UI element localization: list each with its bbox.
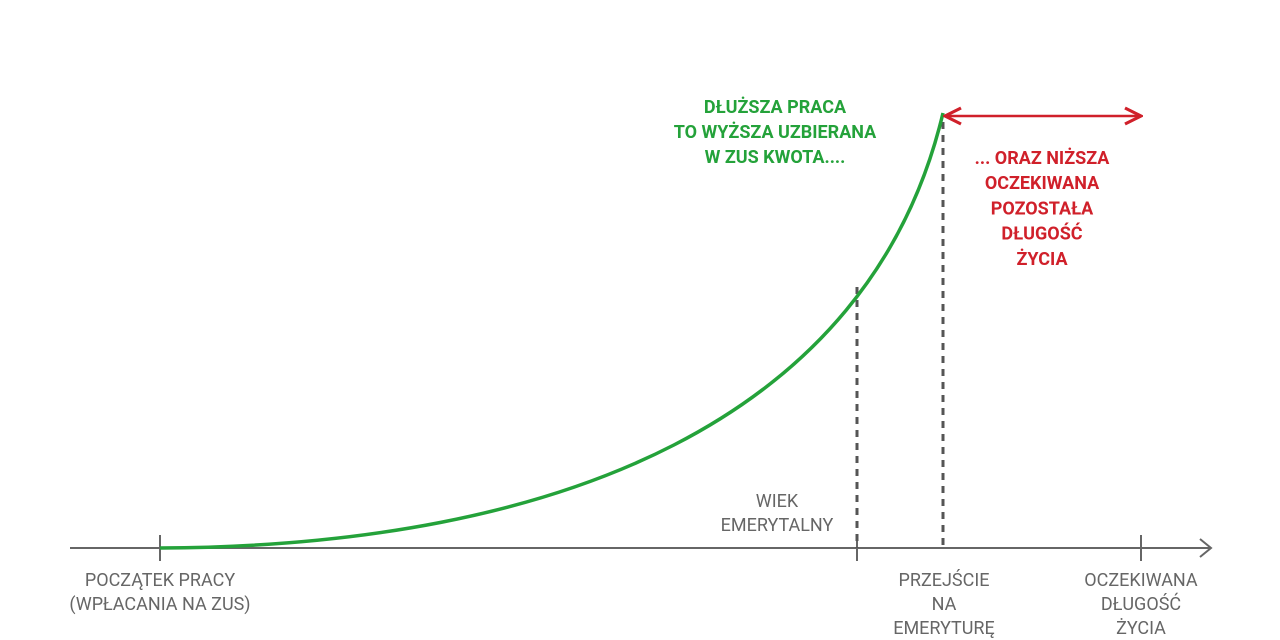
retirement-age-label: WIEK (756, 491, 799, 512)
axis-label: NA (932, 594, 957, 615)
axis-label: OCZEKIWANA (1084, 570, 1198, 591)
life-note: ŻYCIA (1016, 248, 1068, 270)
retirement-age-label: EMERYTALNY (721, 515, 834, 536)
life-note: OCZEKIWANA (985, 173, 1100, 194)
axis-arrow (1199, 538, 1213, 558)
axis-label: EMERYTURĘ (893, 618, 995, 639)
savings-curve (159, 112, 945, 550)
axis-label: PRZEJŚCIE (899, 569, 990, 591)
growth-note: TO WYŻSZA UZBIERANA (674, 121, 877, 143)
axis-label: DŁUGOŚĆ (1101, 593, 1181, 615)
growth-note: W ZUS KWOTA.... (705, 147, 846, 168)
axis-label: ŻYCIA (1116, 618, 1166, 639)
life-note: ... ORAZ NIŻSZA (975, 147, 1111, 169)
labels: DŁUŻSZA PRACA TO WYŻSZA UZBIERANA W ZUS KW… (69, 96, 1198, 639)
life-note: POZOSTAŁA (991, 198, 1094, 219)
axis-label: (WPŁACANIA NA ZUS) (69, 594, 250, 615)
life-note: DŁUGOŚĆ (1001, 223, 1082, 245)
axis-label: POCZĄTEK PRACY (85, 570, 236, 591)
growth-note: DŁUŻSZA PRACA (704, 96, 847, 118)
